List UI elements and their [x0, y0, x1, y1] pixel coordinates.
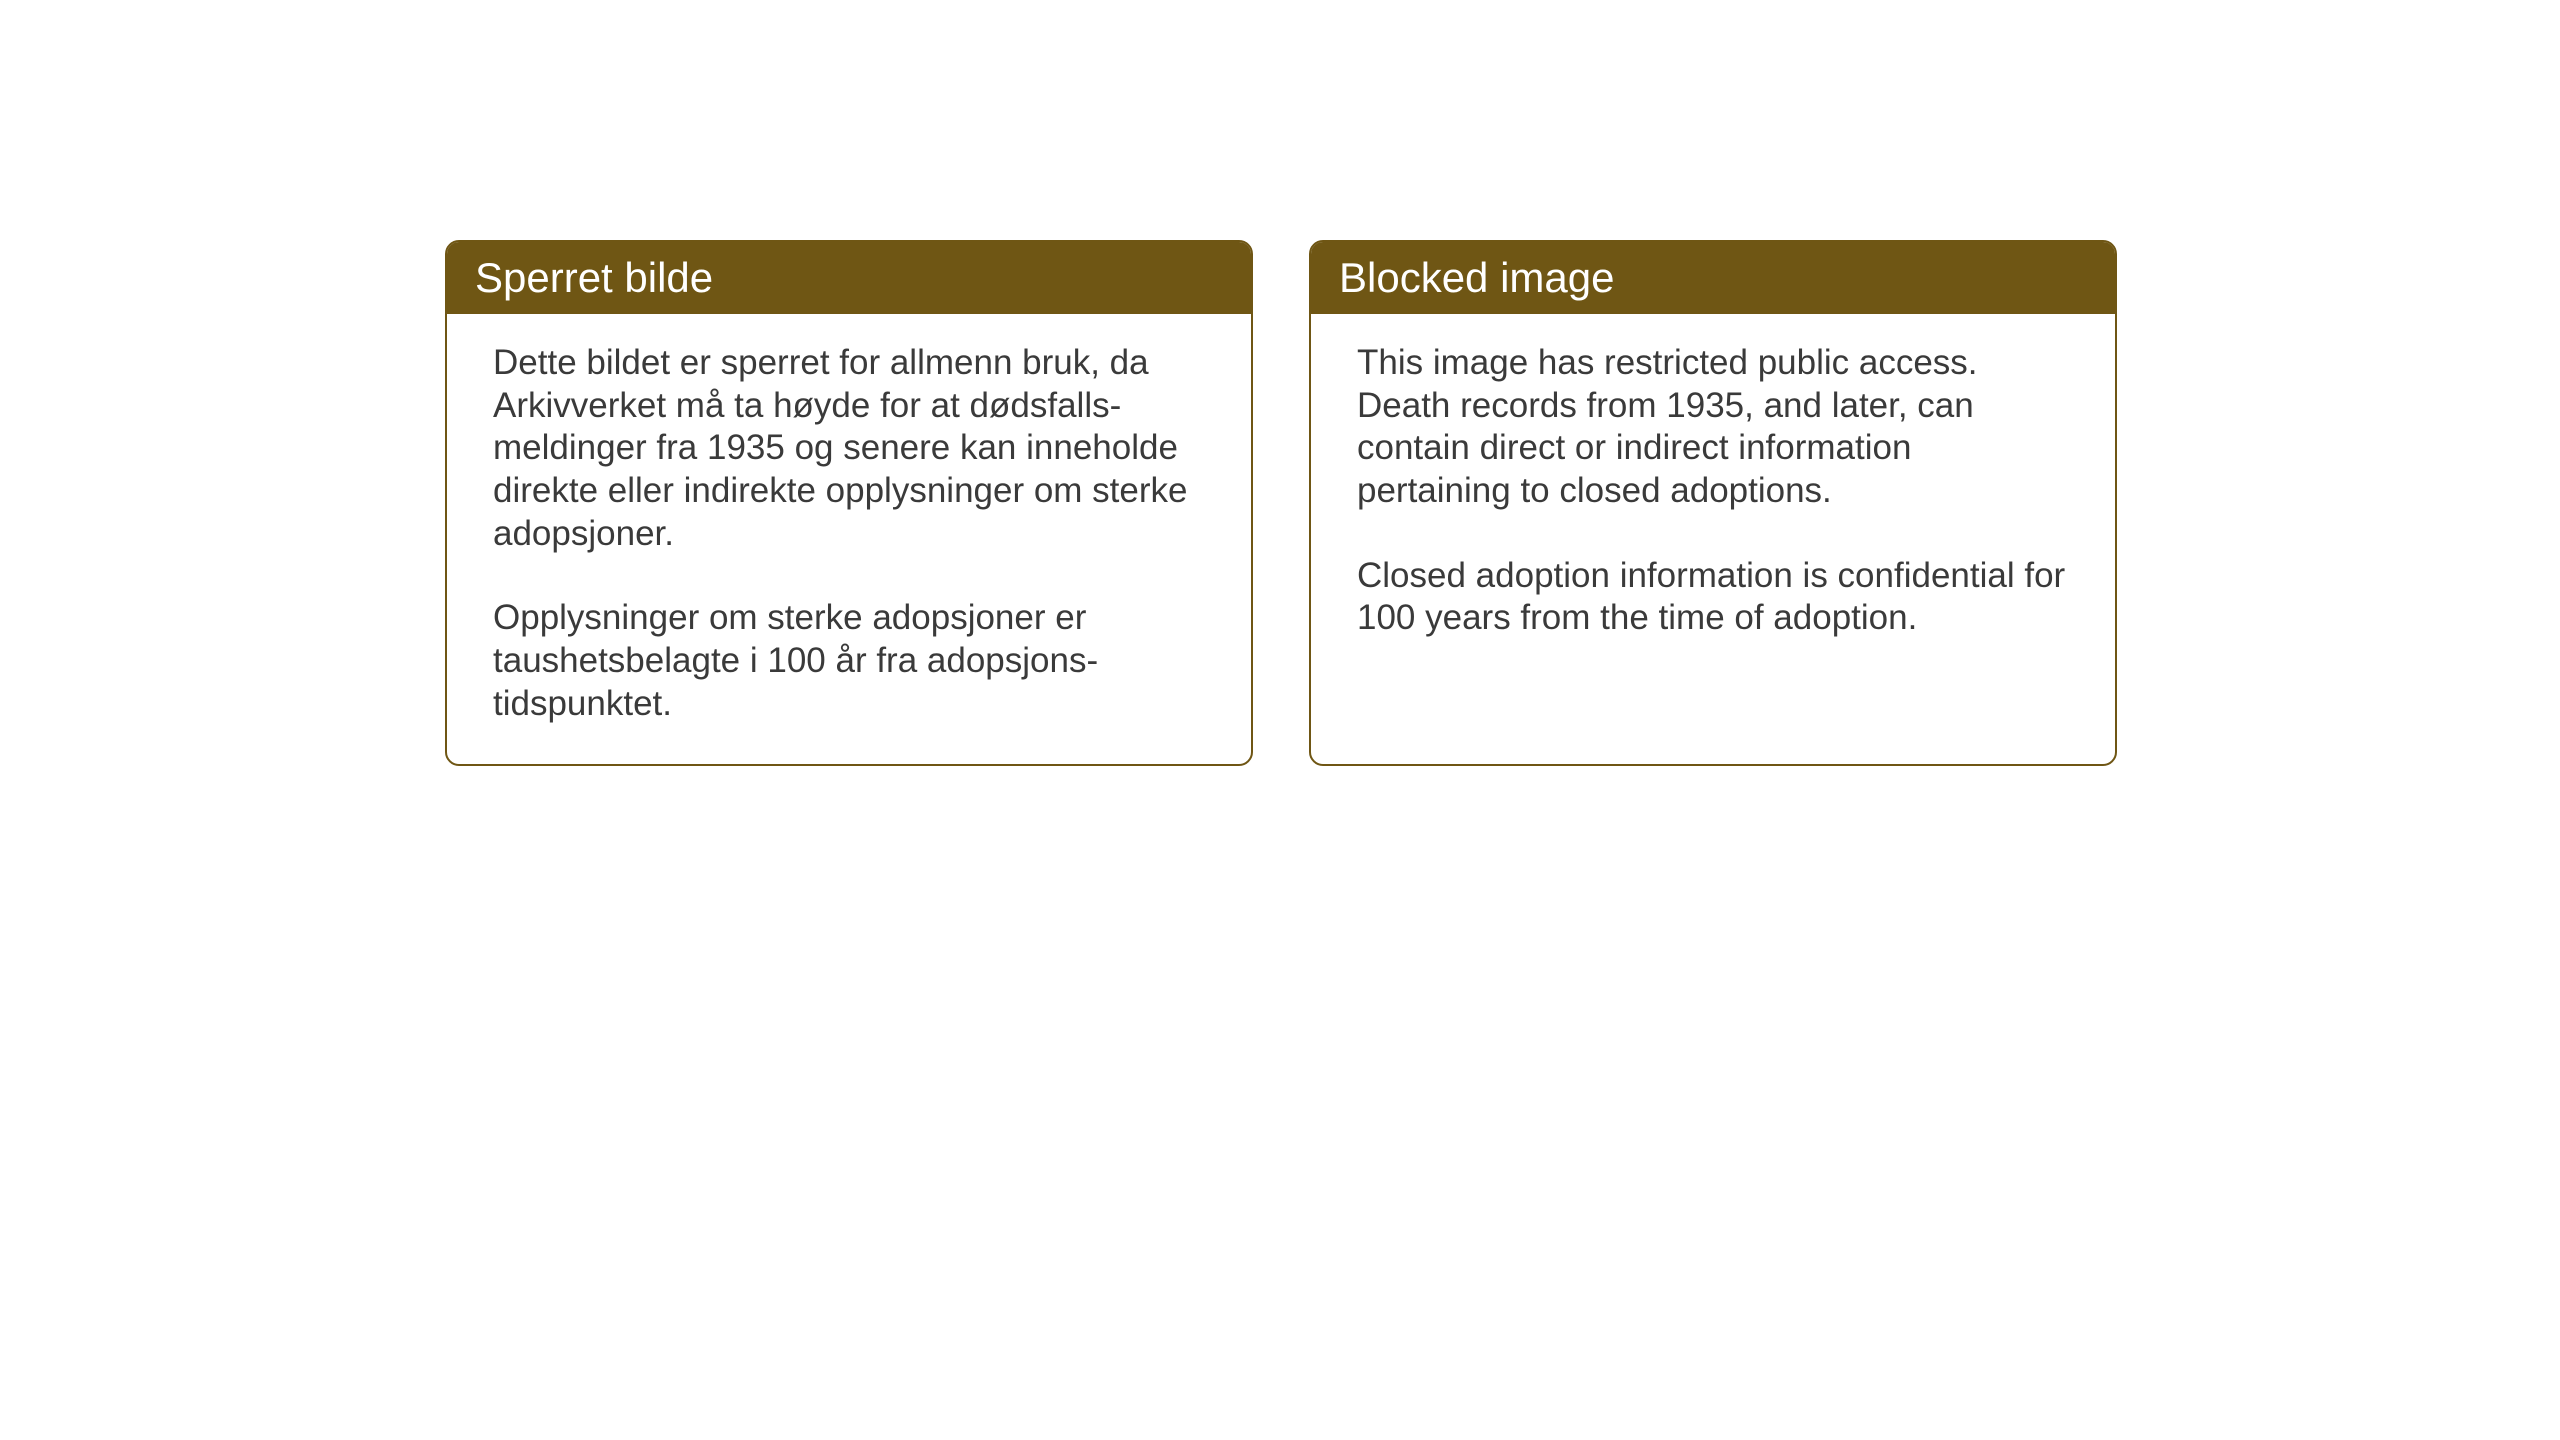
notice-paragraph2-english: Closed adoption information is confident… [1357, 555, 2069, 640]
notice-title-english: Blocked image [1339, 254, 1614, 301]
notice-header-norwegian: Sperret bilde [447, 242, 1251, 314]
notice-box-english: Blocked image This image has restricted … [1309, 240, 2117, 766]
notice-box-norwegian: Sperret bilde Dette bildet er sperret fo… [445, 240, 1253, 766]
notice-container: Sperret bilde Dette bildet er sperret fo… [445, 240, 2117, 766]
notice-body-norwegian: Dette bildet er sperret for allmenn bruk… [447, 314, 1251, 764]
notice-paragraph1-norwegian: Dette bildet er sperret for allmenn bruk… [493, 342, 1205, 555]
notice-header-english: Blocked image [1311, 242, 2115, 314]
notice-title-norwegian: Sperret bilde [475, 254, 713, 301]
notice-paragraph1-english: This image has restricted public access.… [1357, 342, 2069, 513]
notice-body-english: This image has restricted public access.… [1311, 314, 2115, 678]
notice-paragraph2-norwegian: Opplysninger om sterke adopsjoner er tau… [493, 597, 1205, 725]
